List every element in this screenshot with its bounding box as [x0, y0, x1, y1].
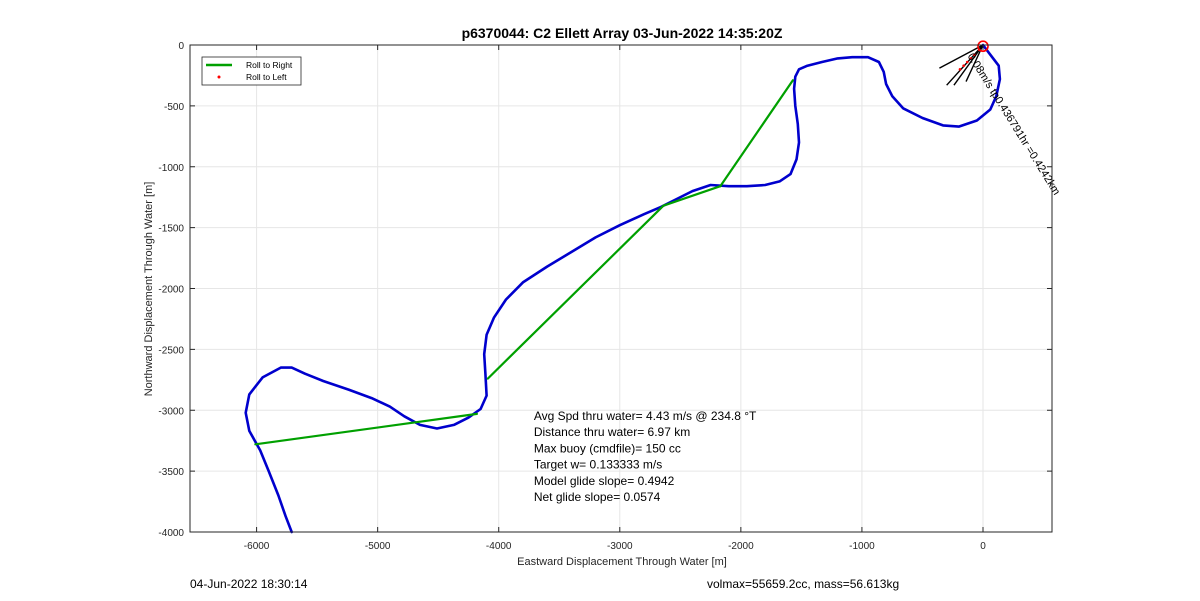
- footer-vehicle-info: volmax=55659.2cc, mass=56.613kg: [707, 577, 900, 591]
- roll-right-line: [719, 79, 795, 188]
- y-tick-label: -1500: [158, 224, 184, 235]
- x-tick-label: -2000: [728, 541, 754, 552]
- y-tick-label: -2500: [158, 345, 184, 356]
- x-tick-label: -3000: [607, 541, 633, 552]
- current-vector: [946, 44, 984, 86]
- start-marker: [977, 40, 989, 53]
- y-tick-label: -3000: [158, 406, 184, 417]
- track-lines: [244, 43, 1002, 534]
- stats-line: Distance thru water= 6.97 km: [534, 425, 690, 439]
- roll-left-point: [969, 57, 973, 60]
- stats-line: Net glide slope= 0.0574: [534, 490, 661, 504]
- y-axis-label: Northward Displacement Through Water [m]: [143, 182, 155, 397]
- x-tick-label: -4000: [486, 541, 512, 552]
- y-tick-label: -3500: [158, 467, 184, 478]
- roll-left-point: [973, 53, 976, 57]
- y-tick-label: -500: [164, 102, 184, 113]
- chart-title: p6370044: C2 Ellett Array 03-Jun-2022 14…: [462, 25, 783, 41]
- current-vector: [939, 44, 984, 69]
- roll-left-point: [965, 60, 969, 64]
- current-annotation: 0.08m/s tp0.436791hr =0.4242km: [965, 51, 1063, 197]
- stats-line: Avg Spd thru water= 4.43 m/s @ 234.8 °T: [534, 409, 757, 423]
- x-axis-label: Eastward Displacement Through Water [m]: [517, 556, 727, 568]
- current-vector: [953, 44, 984, 86]
- grid: [190, 44, 1052, 533]
- roll-left-point: [958, 68, 962, 71]
- stats-line: Target w= 0.133333 m/s: [534, 458, 662, 472]
- roll-left-point: [962, 64, 965, 67]
- y-tick-label: -2000: [158, 285, 184, 296]
- legend-label: Roll to Right: [246, 60, 293, 70]
- roll-right-line: [486, 185, 722, 380]
- x-tick-label: -6000: [244, 541, 270, 552]
- footer-timestamp: 04-Jun-2022 18:30:14: [190, 577, 308, 591]
- roll-right-line: [254, 412, 478, 446]
- x-tick-label: 0: [980, 541, 986, 552]
- legend: Roll to Right Roll to Left: [201, 56, 302, 86]
- stats-line: Model glide slope= 0.4942: [534, 474, 675, 488]
- y-tick-label: -1000: [158, 163, 184, 174]
- markers: 0.08m/s tp0.436791hr =0.4242km: [939, 40, 1063, 197]
- legend-label: Roll to Left: [246, 72, 287, 82]
- x-tick-label: -5000: [365, 541, 391, 552]
- x-tick-label: -1000: [849, 541, 875, 552]
- y-tick-label: 0: [178, 41, 184, 52]
- legend-box: [201, 56, 302, 86]
- stats-line: Max buoy (cmdfile)= 150 cc: [534, 441, 681, 455]
- axes: -6000 -5000 -4000 -3000 -2000 -1000 0 0 -500 -100…: [158, 41, 1053, 552]
- stats-annotation: Avg Spd thru water= 4.43 m/s @ 234.8 °T D…: [534, 409, 757, 504]
- y-tick-label: -4000: [158, 528, 184, 539]
- legend-dot-swatch: [217, 75, 221, 79]
